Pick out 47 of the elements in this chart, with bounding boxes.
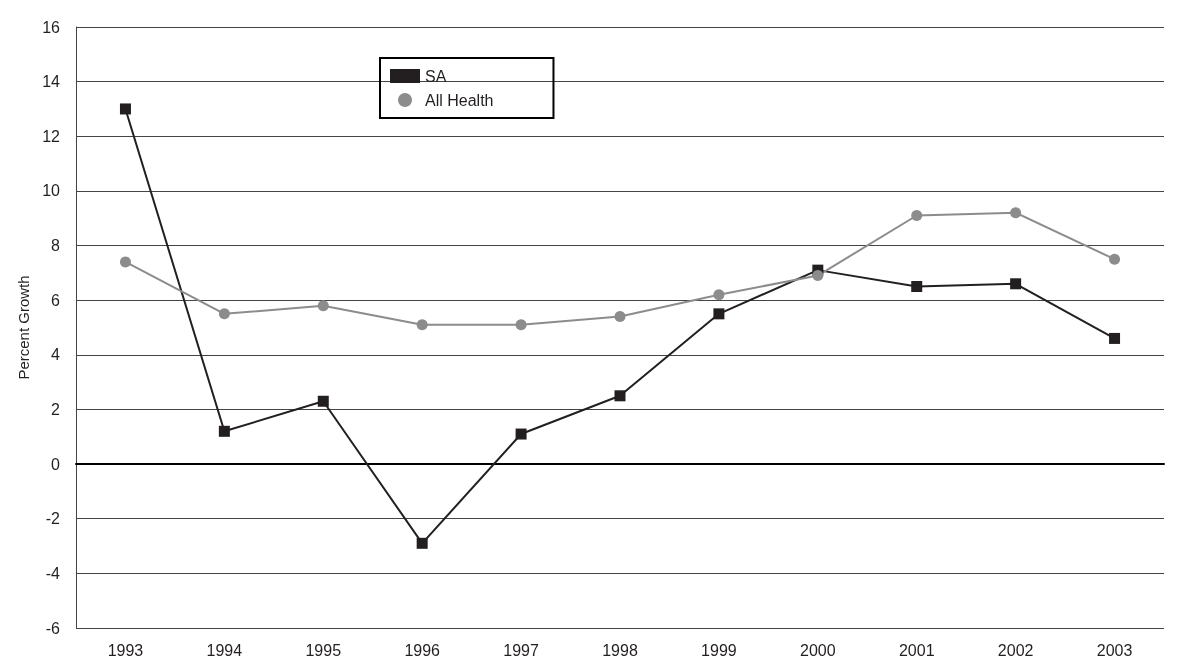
point: [119, 256, 131, 268]
point: [713, 289, 725, 301]
point: [317, 300, 329, 312]
point: [119, 103, 131, 115]
x-tick-label: 1999: [701, 641, 737, 659]
y-tick-label: -6: [45, 619, 61, 637]
point: [614, 390, 626, 402]
point: [614, 311, 626, 323]
y-tick-label: 6: [51, 291, 61, 309]
y-tick-label: 4: [51, 346, 61, 364]
x-tick-label: 2003: [1096, 641, 1133, 659]
x-tick-label: 1996: [404, 641, 441, 659]
y-tick-label: 8: [51, 237, 61, 255]
point: [218, 425, 230, 437]
y-tick-label: 12: [42, 127, 61, 145]
point: [1109, 253, 1121, 265]
y-tick-label: 14: [42, 73, 61, 91]
point: [911, 281, 923, 293]
point: [812, 270, 824, 282]
point: [416, 537, 428, 549]
point: [1109, 332, 1121, 344]
y-tick-label: 16: [42, 18, 61, 36]
legend-label: All Health: [425, 91, 494, 109]
point: [317, 395, 329, 407]
x-tick-label: 1995: [305, 641, 342, 659]
y-tick-label: 0: [51, 455, 61, 473]
y-tick-label: 2: [51, 400, 61, 418]
x-tick-label: 1993: [107, 641, 144, 659]
point: [1010, 207, 1022, 219]
y-tick-label: -2: [45, 510, 61, 528]
x-tick-label: 2002: [997, 641, 1034, 659]
x-tick-label: 1994: [206, 641, 243, 659]
point: [713, 308, 725, 320]
y-tick-label: -4: [45, 564, 61, 582]
x-tick-label: 2000: [800, 641, 836, 659]
x-tick-label: 2001: [898, 641, 935, 659]
point: [911, 210, 923, 221]
y-axis-title: Percent Growth: [15, 275, 33, 380]
legend-label: SA: [425, 67, 447, 85]
x-tick-label: 1997: [503, 641, 539, 659]
point: [218, 308, 230, 320]
x-tick-label: 1998: [602, 641, 638, 659]
point: [515, 319, 527, 331]
y-tick-label: 10: [42, 182, 61, 200]
point: [1010, 278, 1022, 290]
point: [416, 319, 428, 331]
point: [515, 428, 527, 440]
